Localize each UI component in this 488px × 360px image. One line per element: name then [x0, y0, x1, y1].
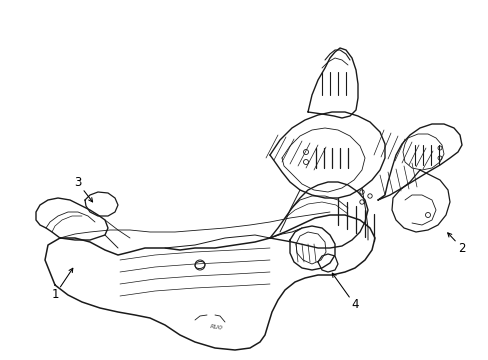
- Text: 4: 4: [350, 298, 358, 311]
- Text: 2: 2: [457, 242, 465, 255]
- Text: 3: 3: [74, 176, 81, 189]
- Text: RU0: RU0: [209, 324, 223, 331]
- Text: 1: 1: [51, 288, 59, 302]
